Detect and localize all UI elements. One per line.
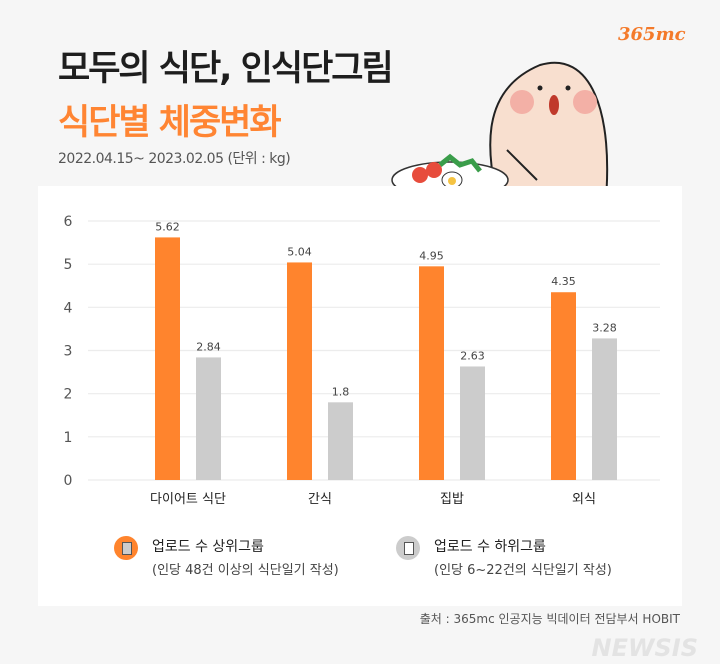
legend-note-lower: (인당 6~22건의 식단일기 작성) <box>434 563 612 578</box>
source-note: 출처 : 365mc 인공지능 빅데이터 전담부서 HOBIT <box>419 612 680 626</box>
legend-label-lower: 업로드 수 하위그룹 <box>434 539 546 555</box>
y-tick-label: 3 <box>64 344 73 360</box>
y-tick-label: 1 <box>64 430 73 446</box>
data-label: 5.62 <box>155 220 180 233</box>
bar <box>592 338 617 480</box>
x-category-label: 집밥 <box>440 492 464 507</box>
legend-label-upper: 업로드 수 상위그룹 <box>152 539 264 555</box>
data-label: 4.95 <box>419 249 444 262</box>
data-label: 2.84 <box>196 340 221 353</box>
x-category-label: 다이어트 식단 <box>150 492 226 507</box>
y-tick-label: 6 <box>64 214 73 230</box>
legend-note-upper: (인당 48건 이상의 식단일기 작성) <box>152 563 339 578</box>
legend-swatch-upper <box>114 536 138 560</box>
data-label: 2.63 <box>460 349 485 362</box>
y-tick-label: 4 <box>64 300 73 316</box>
bar <box>328 402 353 480</box>
data-label: 4.35 <box>551 275 576 288</box>
bar <box>155 237 180 480</box>
data-label: 5.04 <box>287 245 312 258</box>
y-tick-label: 5 <box>64 257 73 273</box>
document-icon <box>404 542 414 555</box>
page-subtitle: 식단별 체중변화 <box>58 103 282 143</box>
logo: 365mc <box>618 24 686 45</box>
period-unit: 2022.04.15~ 2023.02.05 (단위 : kg) <box>58 151 291 167</box>
legend-swatch-lower <box>396 536 420 560</box>
x-category-label: 외식 <box>572 492 596 507</box>
bar <box>460 366 485 480</box>
page-title: 모두의 식단, 인식단그림 <box>58 49 394 89</box>
bar <box>196 357 221 480</box>
y-tick-label: 2 <box>64 387 73 403</box>
watermark: NEWSIS <box>591 634 698 662</box>
data-label: 3.28 <box>592 321 617 334</box>
bar <box>419 266 444 480</box>
bar <box>551 292 576 480</box>
y-tick-label: 0 <box>64 473 73 489</box>
data-label: 1.8 <box>332 385 350 398</box>
x-category-label: 간식 <box>308 492 332 507</box>
document-icon <box>122 542 132 555</box>
bar <box>287 262 312 480</box>
